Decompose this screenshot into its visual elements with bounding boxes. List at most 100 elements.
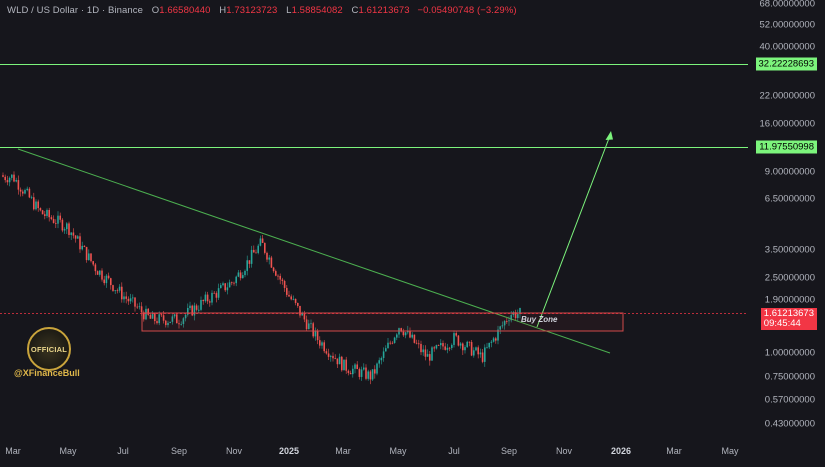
candle-body[interactable] [259,238,262,246]
candle-body[interactable] [145,308,147,320]
candle-body[interactable] [200,299,202,310]
candle-body[interactable] [160,314,163,316]
candle-body[interactable] [312,323,314,337]
candle-body[interactable] [114,290,116,292]
candle-body[interactable] [396,334,398,338]
buy-zone-box[interactable] [141,312,624,332]
candle-body[interactable] [297,302,299,306]
candle-body[interactable] [459,343,462,346]
candle-body[interactable] [202,299,204,302]
candle-body[interactable] [389,342,391,344]
candle-body[interactable] [211,292,213,303]
candle-body[interactable] [182,318,185,324]
candle-body[interactable] [426,354,429,357]
candle-body[interactable] [281,279,284,281]
candle-body[interactable] [63,229,66,231]
candle-body[interactable] [506,321,508,322]
candle-body[interactable] [169,321,171,323]
candle-body[interactable] [204,294,207,302]
candle-body[interactable] [35,201,37,210]
candle-body[interactable] [488,342,490,348]
candle-body[interactable] [171,316,174,322]
candle-body[interactable] [48,209,50,218]
candle-body[interactable] [52,218,55,223]
candle-body[interactable] [217,288,220,298]
candle-body[interactable] [514,312,517,319]
candle-body[interactable] [321,342,323,346]
candle-body[interactable] [448,347,451,349]
candle-body[interactable] [226,287,229,291]
candle-body[interactable] [332,355,334,359]
candle-body[interactable] [299,305,301,316]
candle-body[interactable] [503,321,506,326]
candle-body[interactable] [140,306,143,313]
candle-body[interactable] [475,347,477,351]
candle-body[interactable] [151,313,154,319]
candle-body[interactable] [385,348,387,352]
candle-body[interactable] [424,349,427,357]
candle-body[interactable] [11,174,13,178]
candle-body[interactable] [310,323,312,325]
candle-body[interactable] [143,312,145,320]
candle-body[interactable] [279,275,281,280]
candle-body[interactable] [356,364,358,370]
candle-body[interactable] [327,353,330,357]
candle-body[interactable] [400,328,402,332]
candle-body[interactable] [110,278,112,286]
candle-body[interactable] [134,297,136,307]
candle-body[interactable] [481,352,484,362]
candle-body[interactable] [180,323,182,325]
candle-body[interactable] [8,177,11,183]
candle-body[interactable] [37,201,39,209]
candle-body[interactable] [90,253,92,262]
candle-body[interactable] [209,301,211,303]
candle-body[interactable] [499,326,501,330]
candle-body[interactable] [85,246,88,261]
candle-body[interactable] [121,286,123,300]
candle-body[interactable] [484,347,486,362]
candle-body[interactable] [415,342,418,344]
candle-body[interactable] [330,355,332,357]
candle-body[interactable] [68,223,70,235]
candle-body[interactable] [30,197,33,199]
candle-body[interactable] [118,286,121,291]
candle-body[interactable] [206,294,209,302]
current-price-label[interactable]: 1.61213673 09:45:44 [760,308,817,330]
candle-body[interactable] [61,219,64,231]
candle-body[interactable] [195,305,198,310]
candle-body[interactable] [83,245,86,247]
candle-body[interactable] [497,329,499,341]
candle-body[interactable] [167,322,169,326]
candle-body[interactable] [290,296,292,300]
candle-body[interactable] [270,257,273,268]
candle-body[interactable] [277,275,279,277]
candle-body[interactable] [402,331,405,336]
candle-body[interactable] [343,359,345,371]
candle-body[interactable] [233,282,235,284]
candle-body[interactable] [367,371,369,379]
candle-body[interactable] [235,276,237,284]
candle-body[interactable] [116,290,119,292]
candle-body[interactable] [107,275,110,279]
candle-body[interactable] [477,347,479,355]
candle-body[interactable] [352,368,354,375]
candle-body[interactable] [338,356,341,365]
candle-body[interactable] [255,252,257,254]
candle-body[interactable] [242,275,244,279]
candle-body[interactable] [479,352,482,355]
candle-body[interactable] [264,242,266,253]
candle-body[interactable] [13,174,15,182]
candle-body[interactable] [440,343,442,346]
candle-body[interactable] [81,245,83,250]
candle-body[interactable] [319,340,321,346]
candle-body[interactable] [4,176,6,181]
candle-body[interactable] [125,296,127,299]
candle-body[interactable] [272,267,275,272]
candle-body[interactable] [437,345,440,346]
candle-body[interactable] [283,280,286,288]
candle-body[interactable] [244,270,246,276]
candle-body[interactable] [409,330,411,338]
candle-body[interactable] [275,271,277,276]
candle-body[interactable] [380,358,383,361]
